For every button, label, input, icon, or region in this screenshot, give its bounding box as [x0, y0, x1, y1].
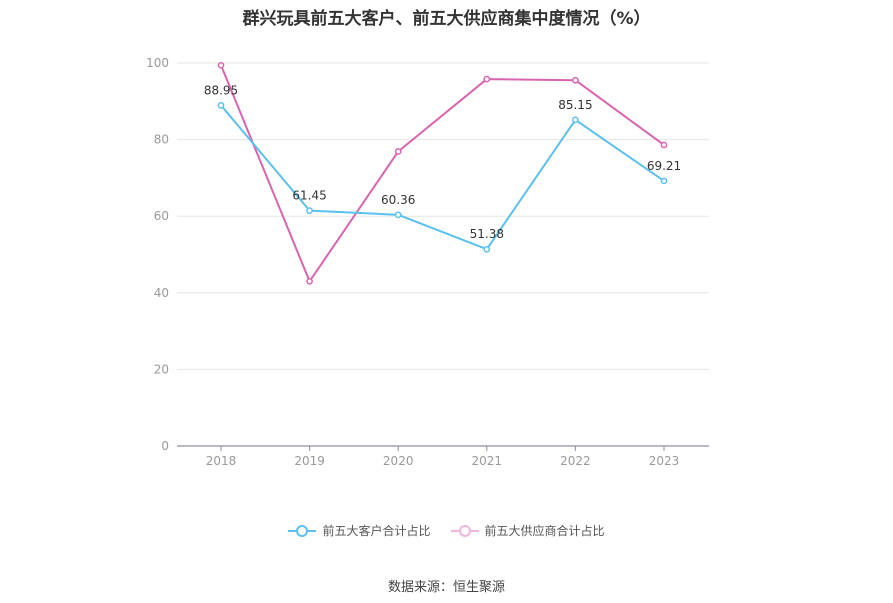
data-point	[394, 148, 402, 155]
data-point	[306, 207, 313, 214]
data-point	[572, 76, 579, 84]
x-tick-label: 2021	[472, 454, 503, 468]
legend: 前五大客户合计占比 前五大供应商合计占比	[0, 522, 893, 539]
data-labels: 88.95 61.45 60.36 51.38 85.15 69.21	[204, 83, 681, 241]
y-tick-label: 0	[161, 439, 169, 453]
chart-title: 群兴玩具前五大客户、前五大供应商集中度情况（%）	[242, 9, 651, 29]
series-lines	[217, 61, 668, 285]
grid-lines	[177, 62, 709, 370]
data-point	[483, 75, 491, 83]
data-point	[660, 177, 668, 185]
data-label: 69.21	[647, 159, 681, 173]
y-tick-label: 40	[154, 286, 169, 300]
data-point	[660, 141, 668, 149]
legend-marker-suppliers	[450, 524, 479, 537]
data-point	[483, 245, 491, 253]
x-tick-label: 2023	[649, 454, 680, 468]
legend-label-customers: 前五大客户合计占比	[322, 524, 431, 538]
y-tick-label: 100	[146, 56, 169, 70]
x-tick-label: 2018	[206, 454, 237, 468]
data-point	[217, 101, 225, 109]
y-tick-label: 80	[154, 133, 169, 147]
data-label: 85.15	[558, 98, 592, 112]
x-tick-label: 2022	[560, 454, 591, 468]
y-tick-label: 20	[154, 362, 169, 376]
data-label: 60.36	[381, 193, 415, 207]
data-point	[394, 211, 402, 219]
legend-label-suppliers: 前五大供应商合计占比	[484, 524, 605, 538]
y-tick-label: 60	[154, 209, 169, 223]
data-label: 88.95	[204, 83, 238, 97]
legend-marker-customers	[288, 524, 317, 537]
series-line-1	[220, 64, 665, 283]
data-label: 61.45	[292, 189, 326, 203]
data-label: 51.38	[470, 227, 504, 241]
legend-item-customers[interactable]: 前五大客户合计占比	[288, 522, 431, 539]
data-source: 数据来源：恒生聚源	[387, 580, 505, 595]
x-tick-label: 2019	[294, 454, 325, 468]
data-point	[572, 116, 579, 124]
data-point	[217, 61, 225, 69]
series-line-0	[220, 104, 665, 251]
legend-item-suppliers[interactable]: 前五大供应商合计占比	[450, 522, 605, 539]
data-point	[306, 277, 313, 285]
axes: 0 20 40 60 80 100 2018 2019 2020 2021 2022 2023	[146, 56, 709, 468]
x-tick-label: 2020	[383, 454, 414, 468]
